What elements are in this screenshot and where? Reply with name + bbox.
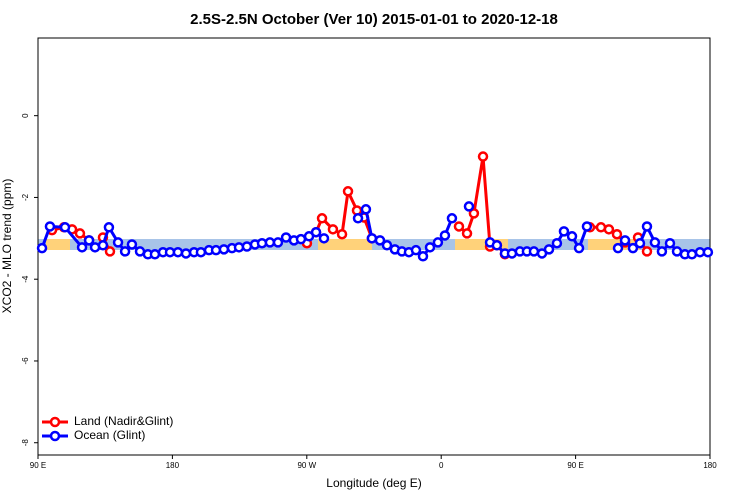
y-tick-label: -8 xyxy=(21,439,30,447)
data-point xyxy=(112,237,124,248)
x-axis-label: Longitude (deg E) xyxy=(326,476,421,490)
land-band xyxy=(46,239,70,250)
y-tick-label: 0 xyxy=(21,113,30,118)
data-point xyxy=(558,226,570,237)
data-point xyxy=(149,249,161,260)
data-point xyxy=(611,228,623,240)
data-point xyxy=(126,239,138,250)
data-point xyxy=(551,237,563,249)
data-point xyxy=(573,242,585,254)
data-point xyxy=(461,228,473,239)
data-point xyxy=(103,222,115,233)
data-point xyxy=(381,240,393,251)
data-point xyxy=(612,242,624,254)
data-point xyxy=(619,235,631,246)
data-point xyxy=(76,242,88,253)
legend-label: Land (Nadir&Glint) xyxy=(74,414,173,428)
data-point xyxy=(264,237,276,248)
legend-label: Ocean (Glint) xyxy=(74,428,145,442)
data-point xyxy=(656,246,668,257)
x-tick-label: 90 E xyxy=(567,461,583,470)
data-point xyxy=(453,221,465,232)
land-band xyxy=(455,239,508,250)
x-tick-label: 0 xyxy=(439,461,444,470)
data-point xyxy=(603,224,615,235)
data-point xyxy=(36,242,48,254)
data-point xyxy=(97,240,109,251)
data-point xyxy=(543,244,555,255)
data-point xyxy=(417,251,429,262)
data-point xyxy=(336,228,348,240)
data-point xyxy=(410,244,422,256)
data-point xyxy=(664,237,676,249)
x-tick-label: 180 xyxy=(166,461,180,470)
legend-marker xyxy=(49,416,61,428)
data-point xyxy=(74,228,86,239)
data-point xyxy=(686,249,698,260)
data-point xyxy=(316,213,328,224)
data-point xyxy=(528,246,540,257)
data-point xyxy=(432,237,444,248)
data-point xyxy=(342,186,354,197)
y-tick-label: -4 xyxy=(21,275,30,283)
data-point xyxy=(195,246,207,258)
data-point xyxy=(477,151,489,162)
data-point xyxy=(566,231,578,242)
data-point xyxy=(119,246,131,257)
data-point xyxy=(366,233,378,244)
y-tick-label: -6 xyxy=(21,357,30,365)
ocean-band xyxy=(38,239,710,250)
x-tick-label: 180 xyxy=(703,461,717,470)
data-point xyxy=(272,237,284,248)
background-band xyxy=(38,239,710,250)
x-tick-label: 90 W xyxy=(297,461,316,470)
data-point xyxy=(352,213,364,224)
data-point xyxy=(424,242,436,253)
data-point xyxy=(241,241,253,252)
data-point xyxy=(172,246,184,258)
data-point xyxy=(104,246,116,257)
data-point xyxy=(634,237,646,249)
data-point xyxy=(439,230,451,241)
x-tick-label: 90 E xyxy=(30,461,46,470)
data-point xyxy=(463,201,475,212)
data-point xyxy=(44,221,56,232)
data-point xyxy=(446,213,458,224)
data-point xyxy=(627,242,639,254)
data-point xyxy=(641,221,653,232)
data-point xyxy=(327,224,339,235)
data-point xyxy=(702,246,714,258)
data-point xyxy=(374,235,386,246)
data-point xyxy=(581,221,593,232)
data-point xyxy=(360,204,372,215)
data-point xyxy=(180,248,192,259)
land-band xyxy=(588,239,640,250)
data-point xyxy=(295,233,307,245)
data-point xyxy=(649,237,661,248)
data-point xyxy=(83,235,95,246)
data-point xyxy=(491,240,503,251)
data-point xyxy=(310,226,322,238)
data-point xyxy=(59,222,71,233)
data-point xyxy=(641,246,653,257)
data-point xyxy=(318,233,330,244)
y-axis-label: XCO2 - MLO trend (ppm) xyxy=(0,179,14,314)
data-point xyxy=(218,244,230,255)
y-tick-label: -2 xyxy=(21,193,30,201)
data-point xyxy=(468,208,480,219)
legend-marker xyxy=(49,430,61,442)
land-band xyxy=(318,239,372,250)
chart-title: 2.5S-2.5N October (Ver 10) 2015-01-01 to… xyxy=(190,11,558,28)
